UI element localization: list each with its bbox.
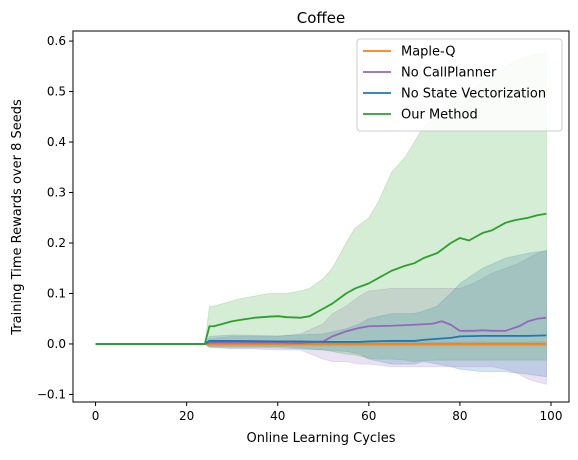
x-tick-label: 40: [270, 409, 285, 423]
band-no-state-vectorization: [95, 250, 547, 378]
band-no-callplanner: [95, 250, 547, 385]
series-line-no-state-vectorization: [95, 334, 547, 345]
plot-frame: [72, 30, 570, 403]
x-tick-label: 100: [540, 409, 563, 423]
legend-label-maple-q: Maple-Q: [401, 45, 455, 60]
chart-title: Coffee: [297, 9, 345, 27]
x-axis-ticks: 0 20 40 60 80 100: [92, 402, 563, 423]
y-axis-ticks: −0.1 0.0 0.1 0.2 0.3 0.4 0.5 0.6: [37, 34, 73, 401]
legend: Maple-Q No CallPlanner No State Vectorizat…: [356, 38, 563, 132]
x-tick-label: 0: [92, 409, 100, 423]
legend-label-our-method: Our Method: [401, 108, 478, 123]
y-tick-label: 0.2: [47, 236, 66, 250]
series-lines: [95, 212, 547, 345]
y-tick-label: 0.4: [47, 135, 66, 149]
series-line-our-method: [95, 212, 547, 345]
x-tick-label: 80: [452, 409, 467, 423]
y-tick-label: 0.0: [47, 337, 66, 351]
series-line-no-callplanner: [95, 316, 547, 345]
y-tick-label: 0.1: [47, 286, 66, 300]
y-axis-title: Training Time Rewards over 8 Seeds: [10, 99, 25, 336]
x-tick-label: 20: [179, 409, 194, 423]
x-axis-title: Online Learning Cycles: [247, 431, 396, 446]
y-tick-label: 0.6: [47, 34, 66, 48]
y-tick-label: 0.5: [47, 85, 66, 99]
y-tick-label: 0.3: [47, 186, 66, 200]
legend-label-no-state-vectorization: No State Vectorization: [401, 87, 546, 102]
y-tick-label: −0.1: [37, 387, 66, 401]
legend-label-no-callplanner: No CallPlanner: [401, 66, 497, 81]
legend-box: [356, 38, 563, 132]
x-tick-label: 60: [361, 409, 376, 423]
